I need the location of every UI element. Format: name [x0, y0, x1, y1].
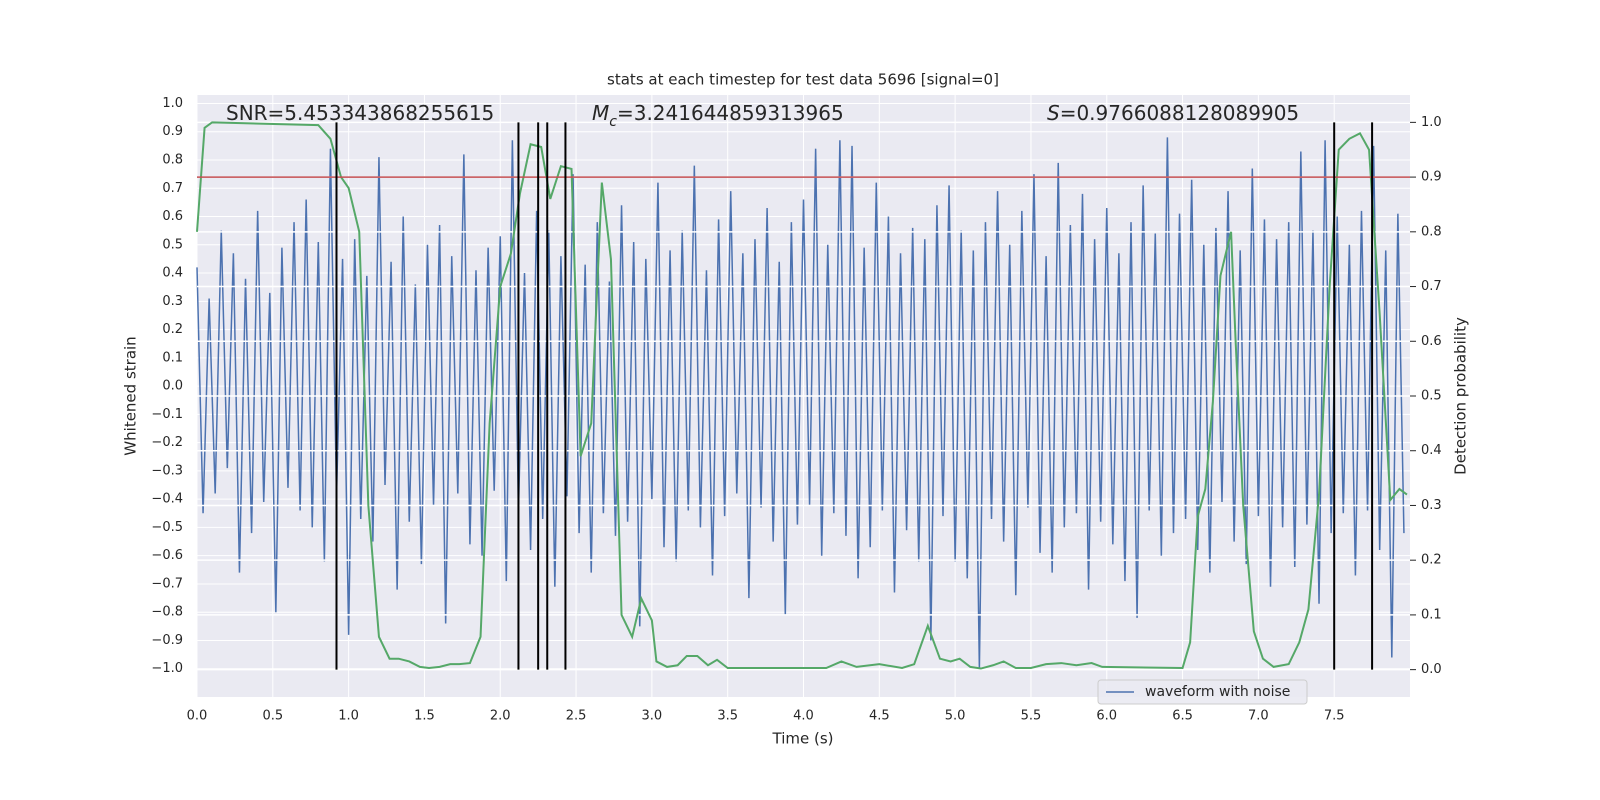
legend-box — [1097, 679, 1308, 705]
annotation-symbol: S — [1047, 101, 1060, 125]
y-tick-label: −0.3 — [151, 463, 183, 478]
x-tick-label: 5.0 — [945, 709, 966, 724]
y-tick-label: 0.0 — [162, 379, 183, 394]
annotation-text: =3.241644859313965 — [617, 101, 844, 125]
x-tick-label: 4.0 — [793, 709, 814, 724]
y2-tick-label: 0.7 — [1421, 279, 1442, 294]
y2-tick-label: 0.9 — [1421, 170, 1442, 185]
y-tick-label: −0.7 — [151, 576, 183, 591]
annotation: Mc=3.241644859313965 — [592, 101, 844, 131]
annotation-text: =0.9766088128089905 — [1060, 101, 1299, 125]
y2-tick-label: 0.0 — [1421, 662, 1442, 677]
x-tick-label: 4.5 — [869, 709, 890, 724]
x-tick-label: 1.5 — [414, 709, 435, 724]
annotation-subscript: c — [609, 114, 617, 130]
y2-tick-label: 0.4 — [1421, 443, 1442, 458]
x-tick-label: 1.0 — [338, 709, 359, 724]
x-tick-label: 7.5 — [1324, 709, 1345, 724]
chart-title: stats at each timestep for test data 569… — [607, 71, 999, 89]
x-tick-label: 3.5 — [717, 709, 738, 724]
y-tick-label: −1.0 — [151, 661, 183, 676]
y2-tick-label: 0.8 — [1421, 224, 1442, 239]
series-line — [196, 137, 1405, 669]
y-axis-label: Whitened strain — [122, 336, 140, 455]
y-tick-label: 0.7 — [162, 181, 183, 196]
x-tick-label: 5.5 — [1021, 709, 1042, 724]
y2-tick-label: 1.0 — [1421, 115, 1442, 130]
y2-axis-label: Detection probability — [1452, 317, 1470, 475]
y-tick-label: 0.3 — [162, 294, 183, 309]
x-tick-label: 7.0 — [1248, 709, 1269, 724]
x-tick-label: 6.0 — [1096, 709, 1117, 724]
y-tick-label: 0.5 — [162, 237, 183, 252]
y-tick-label: 1.0 — [162, 96, 183, 111]
y2-tick-label: 0.2 — [1421, 553, 1442, 568]
annotation: SNR=5.453343868255615 — [226, 101, 494, 125]
x-tick-label: 6.5 — [1172, 709, 1193, 724]
x-tick-label: 0.5 — [262, 709, 283, 724]
y-tick-label: −0.5 — [151, 520, 183, 535]
y-tick-label: −0.6 — [151, 548, 183, 563]
y-tick-label: −0.9 — [151, 633, 183, 648]
y-tick-label: 0.9 — [162, 124, 183, 139]
y-tick-label: 0.1 — [162, 350, 183, 365]
x-tick-label: 2.5 — [566, 709, 587, 724]
y-tick-label: 0.8 — [162, 153, 183, 168]
y-tick-label: −0.2 — [151, 435, 183, 450]
y2-tick-label: 0.5 — [1421, 389, 1442, 404]
annotation-symbol: M — [592, 101, 609, 125]
y-tick-label: 0.6 — [162, 209, 183, 224]
x-tick-label: 2.0 — [490, 709, 511, 724]
x-axis-label: Time (s) — [772, 730, 834, 748]
y-tick-label: −0.8 — [151, 605, 183, 620]
y-tick-label: 0.2 — [162, 322, 183, 337]
y2-tick-label: 0.3 — [1421, 498, 1442, 513]
x-tick-label: 0.0 — [187, 709, 208, 724]
series-line — [196, 121, 1408, 670]
x-tick-label: 3.0 — [642, 709, 663, 724]
legend-label: waveform with noise — [1145, 684, 1290, 700]
y-tick-label: −0.1 — [151, 407, 183, 422]
y2-tick-label: 0.6 — [1421, 334, 1442, 349]
annotation-text: SNR=5.453343868255615 — [226, 101, 494, 125]
y-tick-label: −0.4 — [151, 492, 183, 507]
y-tick-label: 0.4 — [162, 266, 183, 281]
annotation: S=0.9766088128089905 — [1047, 101, 1299, 125]
y2-tick-label: 0.1 — [1421, 607, 1442, 622]
